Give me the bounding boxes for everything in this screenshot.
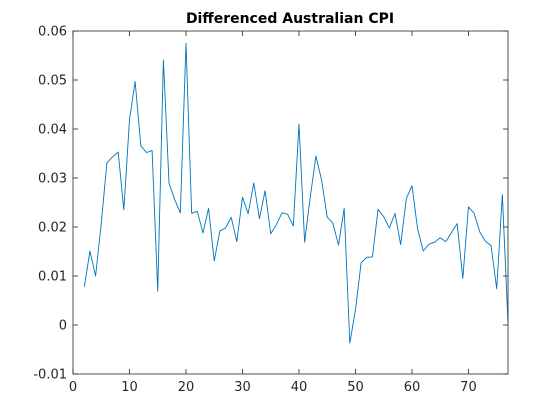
x-tick-label: 20 <box>178 380 195 395</box>
y-tick-label: 0.03 <box>38 172 67 187</box>
y-tick-label: 0.02 <box>38 221 67 236</box>
plot-area <box>73 31 508 374</box>
y-tick-label: 0.01 <box>38 270 67 285</box>
axes-box <box>72 30 509 375</box>
x-tick-label: 40 <box>291 380 308 395</box>
series-line-0 <box>83 42 509 344</box>
x-tick-label: 0 <box>69 380 77 395</box>
y-axis: -0.01 0 0.01 0.02 0.03 0.04 0.05 0.06 <box>33 25 508 383</box>
y-tick-label: 0.06 <box>38 25 67 40</box>
x-tick-label: 60 <box>404 380 421 395</box>
y-tick-label: -0.01 <box>33 368 67 383</box>
x-tick-label: 10 <box>121 380 138 395</box>
x-tick-label: 70 <box>460 380 477 395</box>
series-layer <box>83 42 509 344</box>
x-tick-label: 30 <box>234 380 251 395</box>
x-tick-label: 50 <box>347 380 364 395</box>
y-tick-label: 0 <box>59 319 67 334</box>
y-tick-label: 0.05 <box>38 74 67 89</box>
y-tick-label: 0.04 <box>38 123 67 138</box>
chart-title: Differenced Australian CPI <box>186 11 394 27</box>
x-axis: 0 10 20 30 40 50 60 70 <box>69 31 477 395</box>
